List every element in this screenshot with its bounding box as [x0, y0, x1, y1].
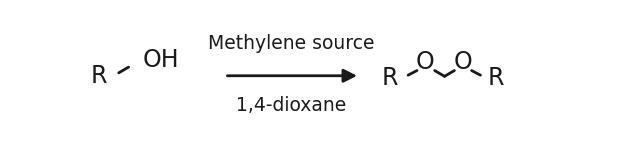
Text: Methylene source: Methylene source	[208, 34, 374, 53]
Text: R: R	[488, 66, 504, 90]
Text: R: R	[91, 64, 107, 88]
Text: 1,4-dioxane: 1,4-dioxane	[236, 96, 346, 115]
Text: R: R	[381, 66, 398, 90]
Text: OH: OH	[142, 48, 179, 72]
Text: O: O	[416, 50, 435, 74]
Text: O: O	[453, 50, 472, 74]
